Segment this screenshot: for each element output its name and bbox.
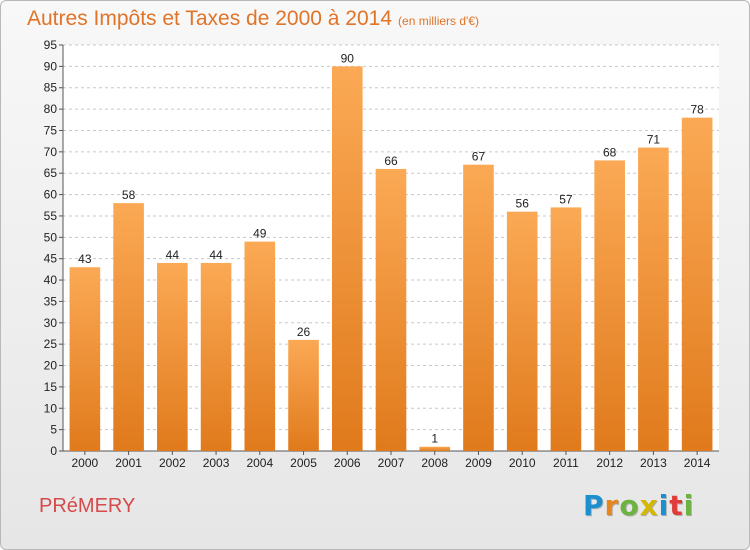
- data-label-2003: 44: [209, 248, 223, 262]
- y-tick-label: 70: [44, 145, 58, 159]
- bar-2007: [375, 168, 407, 452]
- data-label-2013: 71: [647, 133, 661, 147]
- chart-title: Autres Impôts et Taxes de 2000 à 2014 (en…: [27, 7, 479, 31]
- y-tick-label: 25: [44, 337, 58, 351]
- x-tick-label-2004: 2004: [246, 456, 273, 470]
- x-tick-label-2014: 2014: [684, 456, 711, 470]
- bar-2006: [331, 66, 363, 452]
- commune-name: PRéMERY: [39, 495, 136, 517]
- y-tick-label: 10: [44, 401, 58, 415]
- y-tick-label: 20: [44, 359, 58, 373]
- data-label-2008: 1: [431, 432, 438, 446]
- y-tick-label: 65: [44, 166, 58, 180]
- bar-2010: [506, 211, 538, 451]
- data-label-2010: 56: [516, 197, 530, 211]
- x-tick-label-2007: 2007: [378, 456, 405, 470]
- logo-letter: i: [658, 489, 670, 522]
- bar-2012: [594, 160, 625, 452]
- x-tick-label-2002: 2002: [159, 456, 186, 470]
- y-tick-label: 5: [50, 423, 57, 437]
- y-tick-label: 50: [44, 230, 58, 244]
- y-tick-label: 55: [44, 209, 58, 223]
- y-tick-label: 60: [44, 188, 58, 202]
- logo-letter: i: [683, 489, 695, 522]
- data-label-2005: 26: [297, 325, 311, 339]
- y-tick-label: 35: [44, 294, 58, 308]
- y-tick-label: 45: [44, 252, 58, 266]
- bar-2014: [681, 117, 713, 451]
- data-label-2014: 78: [690, 103, 704, 117]
- y-tick-label: 75: [44, 123, 58, 137]
- bar-2005: [288, 339, 319, 451]
- bar-2003: [200, 262, 232, 451]
- bar-2013: [638, 147, 669, 451]
- y-tick-label: 85: [44, 81, 58, 95]
- data-label-2011: 57: [559, 192, 573, 206]
- x-tick-label-2001: 2001: [115, 456, 142, 470]
- logo-letter: r: [604, 489, 620, 522]
- bar-2000: [69, 267, 101, 451]
- bar-2004: [244, 241, 276, 451]
- y-tick-label: 40: [44, 273, 58, 287]
- y-tick-label: 30: [44, 316, 58, 330]
- data-label-2001: 58: [122, 188, 136, 202]
- x-tick-label-2012: 2012: [596, 456, 623, 470]
- bar-2011: [550, 207, 582, 451]
- data-label-2000: 43: [78, 252, 92, 266]
- data-label-2006: 90: [341, 51, 355, 65]
- bar-2001: [113, 203, 144, 451]
- x-tick-label-2005: 2005: [290, 456, 317, 470]
- chart-title-unit: (en milliers d'€): [398, 14, 480, 28]
- x-tick-label-2008: 2008: [421, 456, 448, 470]
- y-tick-label: 0: [50, 444, 57, 458]
- bar-2008: [419, 446, 451, 451]
- x-tick-label-2006: 2006: [334, 456, 361, 470]
- data-label-2004: 49: [253, 227, 267, 241]
- x-tick-label-2009: 2009: [465, 456, 492, 470]
- x-tick-label-2010: 2010: [509, 456, 536, 470]
- data-label-2012: 68: [603, 145, 617, 159]
- bar-2002: [157, 262, 188, 451]
- y-tick-label: 95: [44, 38, 58, 52]
- data-label-2002: 44: [166, 248, 180, 262]
- data-label-2009: 67: [472, 150, 486, 164]
- logo-letter: o: [619, 489, 640, 522]
- data-label-2007: 66: [384, 154, 398, 168]
- chart-title-text: Autres Impôts et Taxes de 2000 à 2014: [27, 7, 393, 30]
- logo-letter: x: [639, 489, 659, 522]
- y-tick-label: 15: [44, 380, 58, 394]
- x-tick-label-2011: 2011: [553, 456, 579, 470]
- x-tick-label-2000: 2000: [72, 456, 99, 470]
- y-tick-label: 90: [44, 59, 58, 73]
- y-tick-label: 80: [44, 102, 58, 116]
- x-tick-label-2013: 2013: [640, 456, 667, 470]
- proxiti-logo[interactable]: Proxiti: [583, 489, 694, 522]
- logo-letter: t: [669, 489, 684, 522]
- logo-letter: P: [583, 489, 605, 522]
- x-tick-label-2003: 2003: [203, 456, 230, 470]
- bar-2009: [463, 164, 494, 452]
